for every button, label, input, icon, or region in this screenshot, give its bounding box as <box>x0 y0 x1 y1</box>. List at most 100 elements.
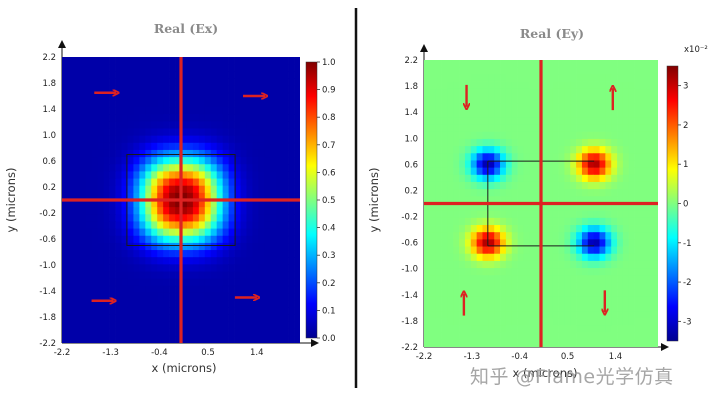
heat-cell <box>97 192 105 201</box>
heat-cell <box>67 271 75 280</box>
heat-cell <box>599 60 606 68</box>
heat-cell <box>198 214 206 222</box>
heat-cell <box>464 124 472 133</box>
heat-cell <box>234 228 241 237</box>
heat-cell <box>447 88 454 97</box>
heat-cell <box>204 78 212 87</box>
heat-cell <box>628 246 635 255</box>
heat-cell <box>646 339 653 347</box>
heat-cell <box>127 71 134 79</box>
heat-cell <box>121 292 128 301</box>
heat-cell <box>192 85 200 94</box>
heat-cell <box>62 221 69 230</box>
heat-cell <box>441 318 448 326</box>
heat-cell <box>564 67 571 75</box>
heat-cell <box>611 275 618 283</box>
heat-cell <box>564 311 571 319</box>
heat-cell <box>97 285 105 294</box>
heat-cell <box>282 207 289 215</box>
heat-cell <box>652 217 658 226</box>
heat-cell <box>459 253 466 262</box>
heat-cell <box>605 260 612 269</box>
heat-cell <box>640 253 647 262</box>
heat-cell <box>151 242 158 251</box>
heat-cell <box>576 103 583 111</box>
heat-cell <box>133 321 140 330</box>
heat-cell <box>186 92 194 101</box>
heat-cell <box>424 67 431 75</box>
heat-cell <box>564 60 571 68</box>
heat-cell <box>79 99 87 108</box>
heat-cell <box>186 178 194 187</box>
heat-cell <box>634 103 641 111</box>
heat-cell <box>535 117 542 126</box>
heat-cell <box>470 189 478 197</box>
heat-cell <box>228 121 235 129</box>
heat-cell <box>622 303 630 312</box>
heat-cell <box>447 318 454 326</box>
heat-cell <box>523 232 530 240</box>
heat-cell <box>511 303 518 312</box>
heat-cell <box>139 171 146 179</box>
heat-cell <box>429 332 437 341</box>
heat-cell <box>288 99 295 108</box>
heat-cell <box>646 160 653 169</box>
heat-cell <box>634 260 641 269</box>
heat-cell <box>587 318 595 326</box>
heat-cell <box>163 207 170 215</box>
heat-cell <box>476 81 483 90</box>
heat-cell <box>476 253 483 262</box>
heat-cell <box>186 121 194 129</box>
heat-cell <box>169 92 176 101</box>
heat-cell <box>109 264 116 272</box>
heat-cell <box>133 71 140 79</box>
heat-cell <box>546 181 554 190</box>
heat-cell <box>581 196 589 204</box>
heat-cell <box>169 71 176 79</box>
heat-cell <box>424 275 431 283</box>
heat-cell <box>264 328 271 337</box>
heat-cell <box>264 192 271 201</box>
heat-cell <box>133 278 140 287</box>
heat-cell <box>163 307 170 315</box>
heat-cell <box>276 221 283 230</box>
heat-cell <box>121 71 128 79</box>
colorbar-tick-label: 0.9 <box>322 86 336 96</box>
heat-cell <box>109 314 116 322</box>
heat-cell <box>424 210 431 219</box>
heat-cell <box>186 157 194 165</box>
heat-cell <box>523 189 530 197</box>
heat-cell <box>599 196 606 204</box>
heat-cell <box>240 71 247 79</box>
heat-cell <box>552 189 559 197</box>
heat-cell <box>441 289 448 298</box>
heat-cell <box>270 264 277 272</box>
heat-cell <box>252 149 259 158</box>
heat-cell <box>453 74 460 82</box>
heat-cell <box>246 121 253 129</box>
heat-cell <box>634 246 641 255</box>
heat-cell <box>640 260 647 269</box>
heat-cell <box>133 192 140 201</box>
heat-cell <box>85 85 93 94</box>
heat-cell <box>535 339 542 347</box>
heat-cell <box>476 167 483 176</box>
heat-cell <box>121 200 128 208</box>
heat-cell <box>294 121 300 129</box>
heat-cell <box>505 260 513 269</box>
heat-cell <box>634 239 641 247</box>
heat-cell <box>447 275 454 283</box>
heat-cell <box>62 328 69 337</box>
heat-cell <box>109 99 116 108</box>
heat-cell <box>282 221 289 230</box>
heat-cell <box>264 121 271 129</box>
heat-cell <box>252 335 259 343</box>
heat-cell <box>103 214 110 222</box>
heat-cell <box>175 92 182 101</box>
heat-cell <box>91 321 99 330</box>
heat-cell <box>558 131 565 140</box>
heat-cell <box>564 181 571 190</box>
heat-cell <box>482 325 489 334</box>
heat-cell <box>429 232 437 240</box>
heat-cell <box>145 321 152 330</box>
